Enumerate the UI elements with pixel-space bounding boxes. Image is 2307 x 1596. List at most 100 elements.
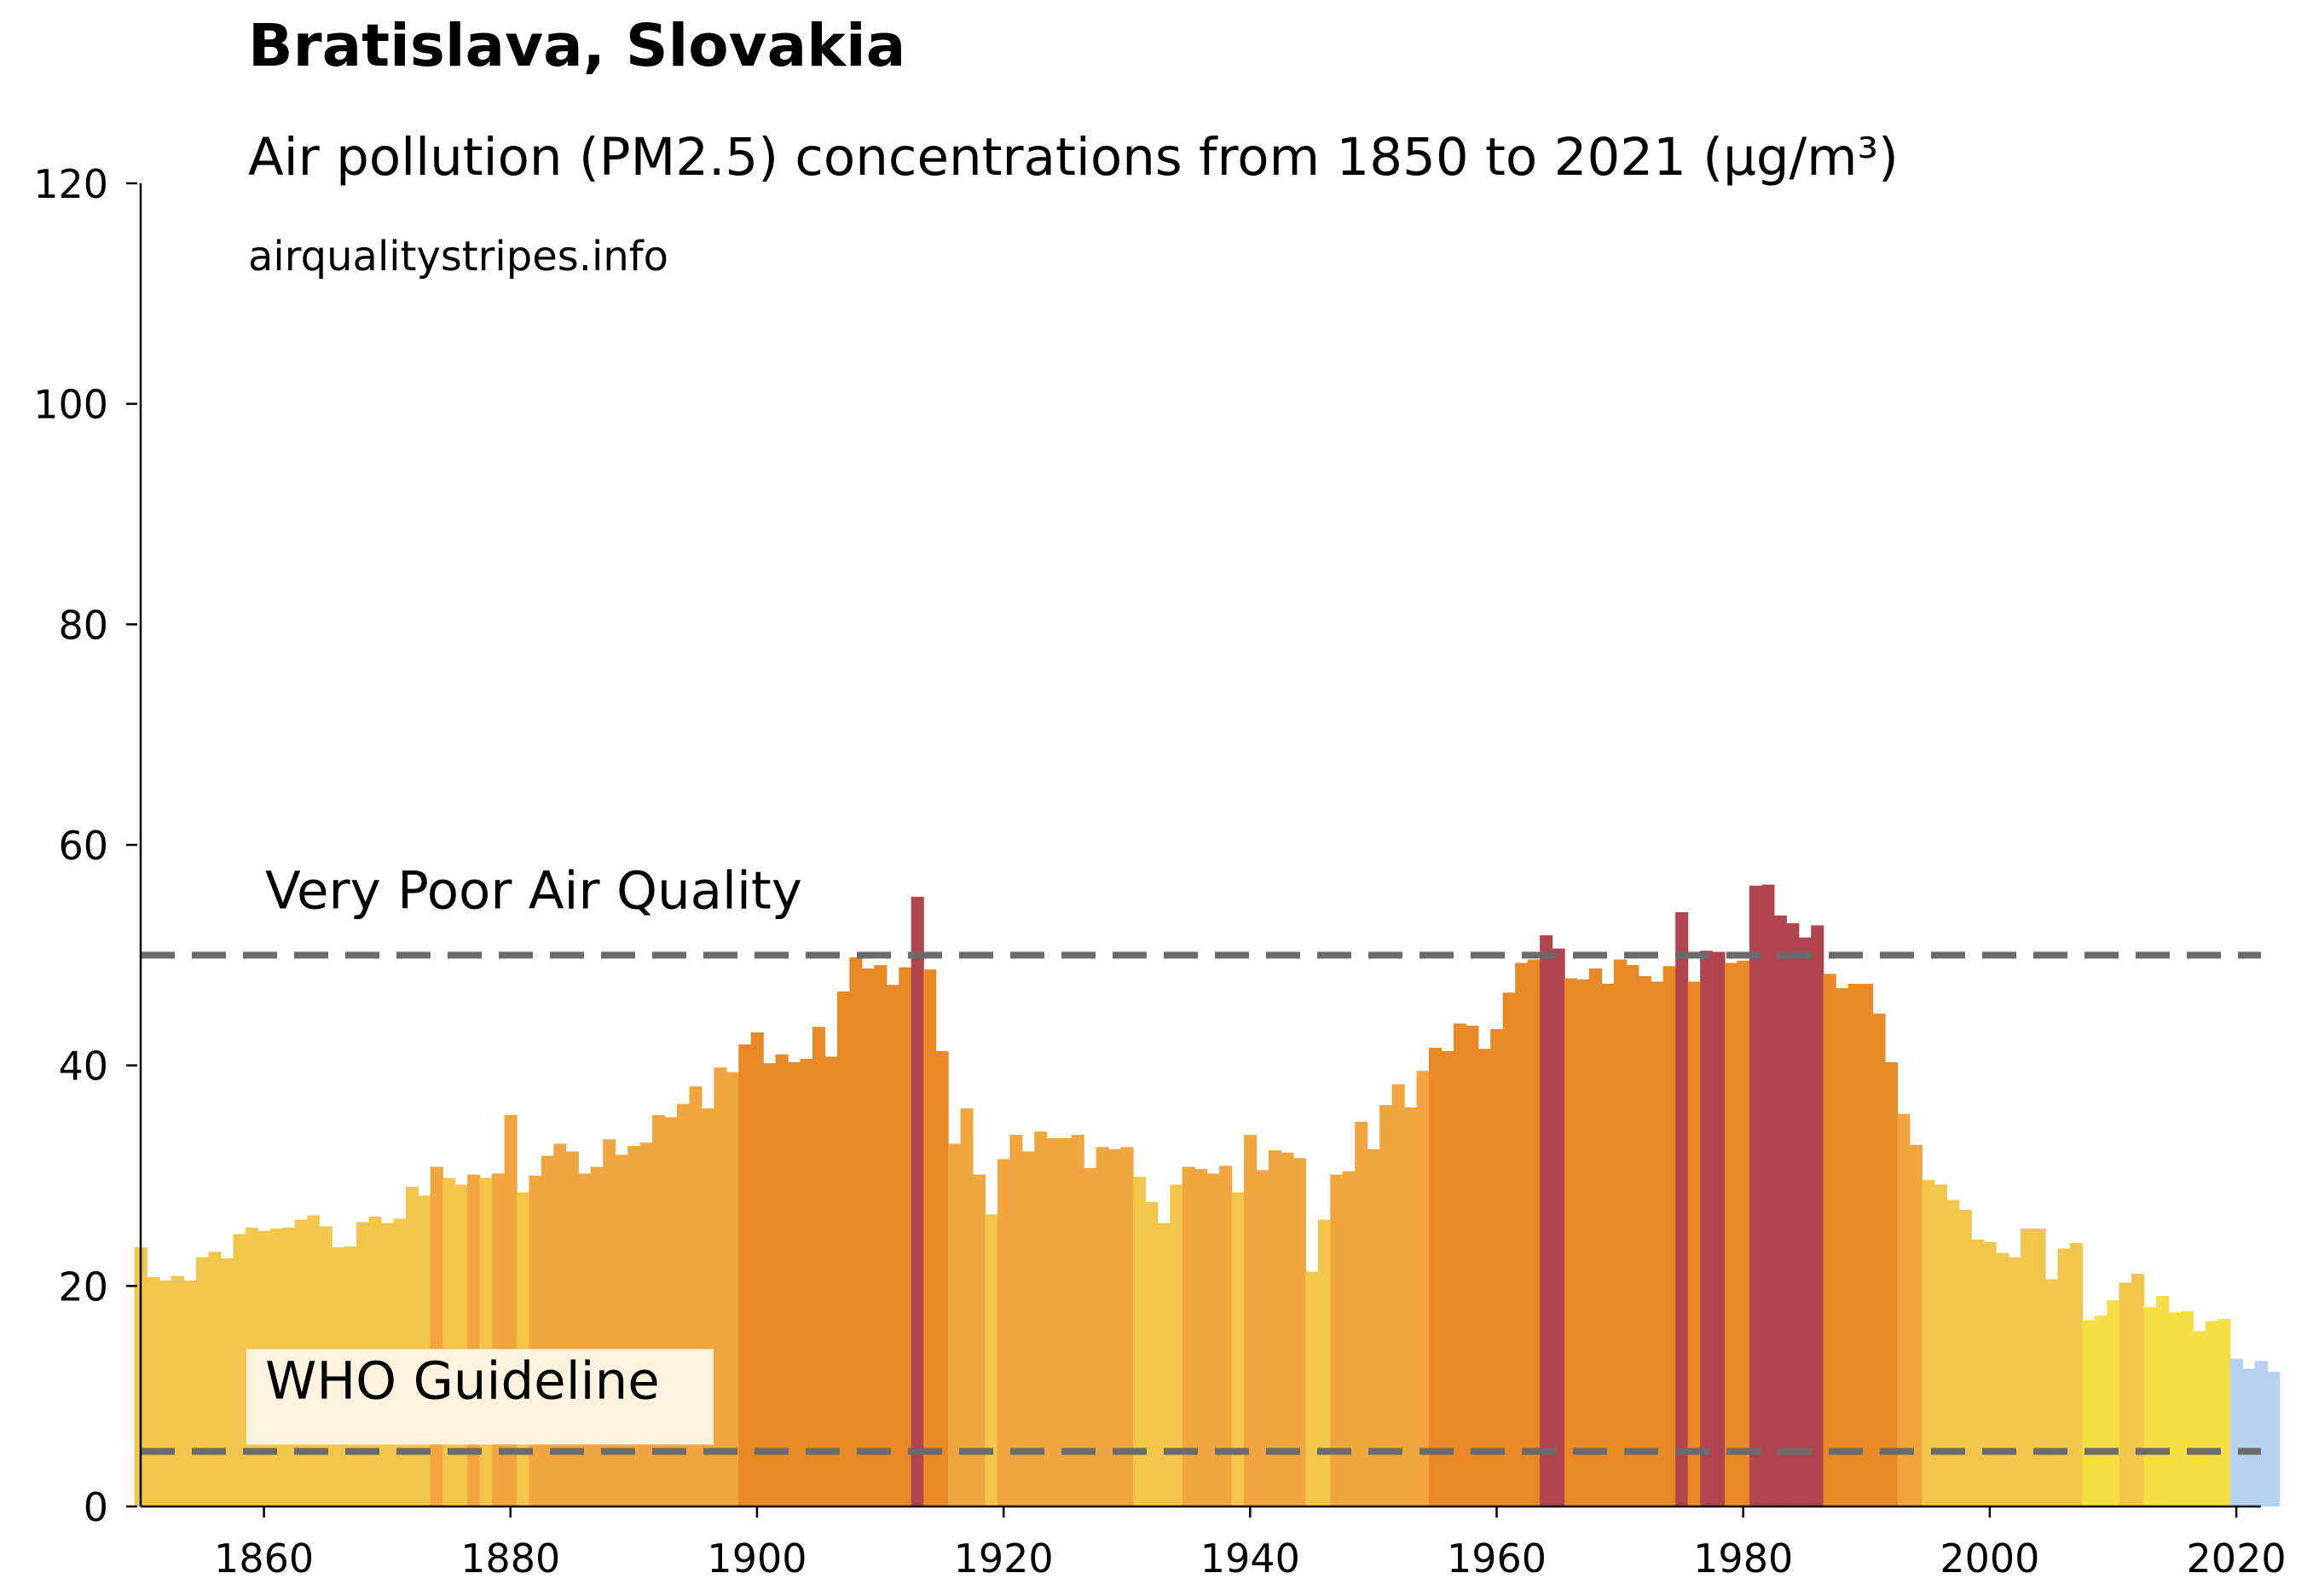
bar-1962 (1515, 963, 1529, 1506)
y-tick-label-120: 120 (33, 161, 108, 207)
bar-1933 (1157, 1223, 1171, 1506)
y-tick-label-0: 0 (84, 1484, 108, 1530)
bar-1992 (1884, 1061, 1899, 1506)
bar-1935 (1182, 1166, 1195, 1506)
bar-1912 (899, 967, 912, 1506)
bar-2003 (2021, 1229, 2034, 1506)
bar-1876 (454, 1184, 468, 1506)
bar-1941 (1256, 1170, 1269, 1506)
bar-1896 (701, 1108, 714, 1506)
bar-1924 (1046, 1138, 1060, 1506)
bar-2006 (2057, 1248, 2071, 1506)
bar-1904 (800, 1058, 813, 1506)
bar-1986 (1811, 925, 1824, 1506)
bar-1858 (233, 1234, 246, 1506)
y-tick-label-60: 60 (58, 823, 108, 869)
bar-1931 (1132, 1177, 1147, 1506)
bar-1946 (1317, 1219, 1331, 1506)
bar-1950 (1367, 1148, 1380, 1506)
x-tick-label-1980: 1980 (1693, 1535, 1793, 1582)
bar-1982 (1761, 884, 1775, 1506)
ref-label-who-guideline: WHO Guideline (265, 1350, 660, 1411)
bar-1902 (775, 1054, 789, 1506)
bar-1969 (1601, 983, 1615, 1506)
bar-1918 (973, 1174, 986, 1506)
bar-1882 (529, 1176, 542, 1506)
bar-2008 (2082, 1320, 2096, 1506)
bar-2018 (2205, 1321, 2218, 1506)
bar-1978 (1712, 951, 1726, 1506)
bar-1995 (1922, 1180, 1935, 1506)
bar-1851 (147, 1276, 160, 1506)
bar-1965 (1552, 948, 1565, 1506)
bar-2014 (2156, 1295, 2170, 1506)
bar-1961 (1502, 992, 1516, 1506)
bar-2019 (2217, 1319, 2231, 1506)
bar-1987 (1823, 974, 1836, 1506)
y-tick-label-100: 100 (33, 382, 108, 428)
bar-1968 (1588, 968, 1603, 1506)
bar-1991 (1872, 1013, 1886, 1506)
bar-1909 (861, 968, 875, 1506)
bar-2007 (2069, 1242, 2083, 1506)
bar-1906 (824, 1056, 838, 1506)
bar-1964 (1540, 935, 1553, 1506)
bar-1979 (1725, 963, 1738, 1506)
bar-1938 (1219, 1165, 1233, 1506)
bar-1944 (1292, 1158, 1306, 1506)
bar-1855 (196, 1257, 210, 1506)
bar-1940 (1244, 1135, 1258, 1506)
x-tick-label-2020: 2020 (2187, 1535, 2287, 1582)
chart-subtitle: Air pollution (PM2.5) concentrations fro… (248, 127, 1899, 188)
bar-1914 (923, 969, 937, 1506)
y-tick-label-40: 40 (58, 1044, 108, 1090)
bar-2005 (2044, 1279, 2059, 1506)
bar-1990 (1860, 983, 1874, 1506)
bar-2021 (2242, 1368, 2256, 1506)
bar-1917 (960, 1108, 974, 1506)
bar-1930 (1120, 1147, 1134, 1506)
bar-1874 (430, 1166, 443, 1506)
y-ticks: 0 20 40 60 80 100 120 (33, 161, 137, 1530)
bar-1879 (492, 1173, 506, 1506)
ref-label-very-poor-air-quality: Very Poor Air Quality (265, 860, 802, 921)
bar-1857 (220, 1258, 234, 1506)
reference-lines: Very Poor Air Quality WHO Guideline (141, 860, 2261, 1455)
bar-1984 (1786, 922, 1800, 1506)
bar-1877 (467, 1174, 481, 1506)
bar-1880 (504, 1114, 517, 1506)
bar-1926 (1071, 1135, 1084, 1506)
bar-1999 (1971, 1240, 1985, 1506)
x-tick-label-1880: 1880 (460, 1535, 560, 1582)
bar-1898 (726, 1072, 739, 1506)
bar-1921 (1009, 1135, 1023, 1506)
bar-1908 (849, 957, 863, 1506)
bar-1886 (578, 1173, 592, 1506)
axes: 0 20 40 60 80 100 120 1860 1880 1900 1920 1940 1960… (33, 161, 2286, 1582)
bar-1928 (1096, 1147, 1109, 1506)
bar-1955 (1429, 1047, 1443, 1506)
bar-1920 (997, 1159, 1010, 1506)
bar-1916 (948, 1143, 962, 1506)
bar-1892 (652, 1114, 666, 1506)
bar-1937 (1206, 1173, 1220, 1506)
bar-1952 (1391, 1084, 1405, 1506)
bar-1936 (1194, 1169, 1208, 1506)
bar-1856 (208, 1252, 222, 1506)
bar-2010 (2107, 1300, 2120, 1506)
bar-1971 (1626, 964, 1639, 1506)
chart-title: Bratislava, Slovakia (248, 12, 905, 80)
bar-1951 (1379, 1105, 1393, 1506)
bar-2011 (2119, 1282, 2132, 1506)
bar-1897 (714, 1067, 727, 1506)
bar-1899 (738, 1044, 752, 1506)
bar-1993 (1897, 1113, 1911, 1506)
bar-1977 (1700, 951, 1714, 1506)
bar-1905 (812, 1026, 826, 1506)
bar-1960 (1490, 1028, 1504, 1506)
chart-source: airqualitystripes.info (248, 233, 668, 280)
bar-1967 (1576, 979, 1590, 1506)
bar-1989 (1847, 983, 1861, 1506)
bar-1994 (1909, 1144, 1922, 1506)
bar-1927 (1084, 1167, 1097, 1506)
